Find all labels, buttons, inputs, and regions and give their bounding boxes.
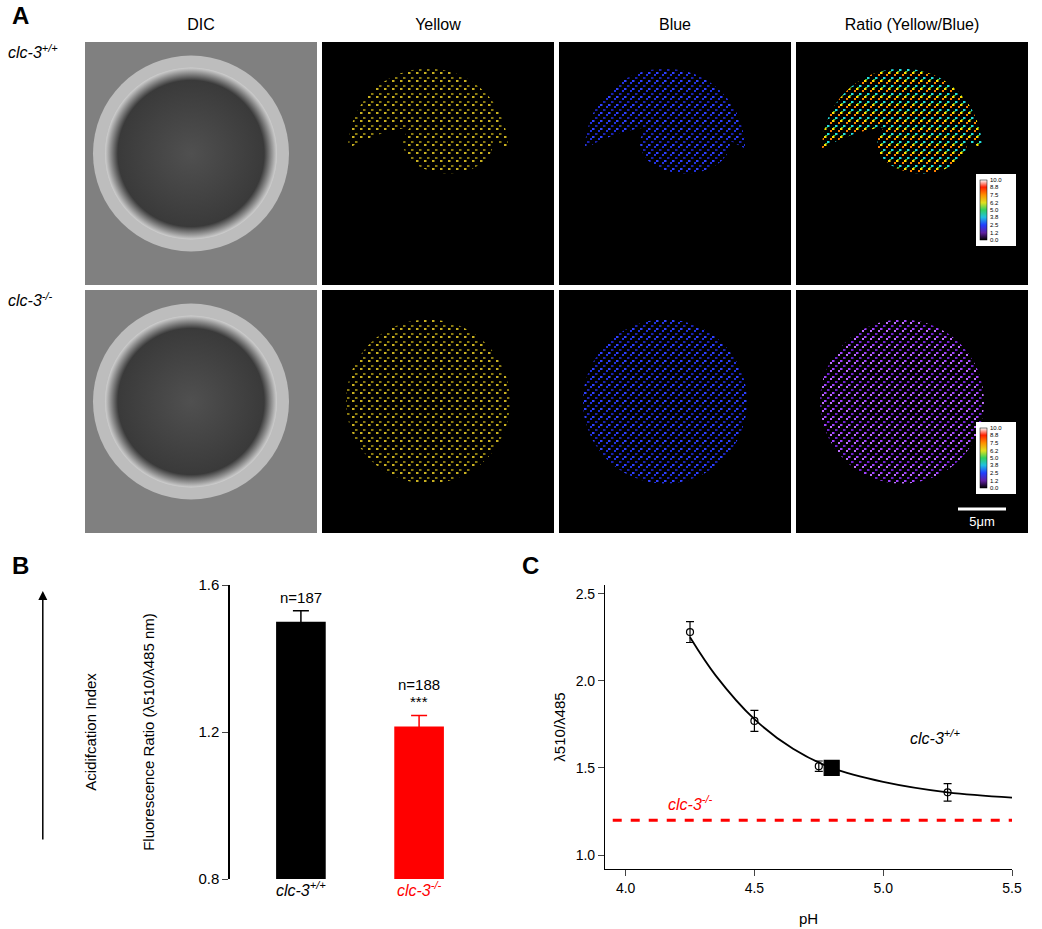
- svg-text:clc-3​-/-​: clc-3​-/-​: [668, 793, 713, 813]
- svg-text:1.0: 1.0: [576, 847, 596, 863]
- svg-text:3.8: 3.8: [990, 462, 999, 468]
- svg-text:Fluorescence Ratio (λ510/λ485: Fluorescence Ratio (λ510/λ485 nm): [140, 613, 157, 851]
- html-text:B: B: [12, 552, 30, 579]
- svg-text:0.0: 0.0: [990, 485, 999, 491]
- svg-text:clc-3​+/+​: clc-3​+/+​: [910, 727, 960, 747]
- svg-text:1.5: 1.5: [576, 760, 596, 776]
- svg-text:pH: pH: [799, 910, 818, 927]
- svg-text:7.5: 7.5: [990, 440, 999, 446]
- svg-text:10.0: 10.0: [990, 425, 1002, 431]
- svg-text:clc-3​+/+​: clc-3​+/+​: [276, 879, 326, 899]
- svg-text:5μm: 5μm: [969, 514, 995, 529]
- svg-text:DIC: DIC: [187, 16, 215, 33]
- svg-text:2.0: 2.0: [576, 673, 596, 689]
- svg-text:1.2: 1.2: [198, 723, 219, 740]
- svg-text:Ratio (Yellow/Blue): Ratio (Yellow/Blue): [845, 16, 980, 33]
- svg-text:0.0: 0.0: [990, 237, 999, 243]
- svg-text:2.5: 2.5: [576, 586, 596, 602]
- svg-text:λ510/λ485: λ510/λ485: [551, 692, 568, 761]
- svg-text:1.6: 1.6: [198, 576, 219, 593]
- svg-text:6.2: 6.2: [990, 200, 999, 206]
- svg-text:6.2: 6.2: [990, 448, 999, 454]
- svg-text:***: ***: [410, 693, 428, 710]
- svg-text:n=187: n=187: [280, 589, 322, 606]
- svg-text:8.8: 8.8: [990, 432, 999, 438]
- svg-text:4.5: 4.5: [745, 880, 765, 896]
- svg-text:Yellow: Yellow: [415, 16, 461, 33]
- svg-text:2.5: 2.5: [990, 470, 999, 476]
- svg-text:3.8: 3.8: [990, 214, 999, 220]
- svg-text:5.0: 5.0: [990, 455, 999, 461]
- svg-text:5.0: 5.0: [873, 880, 893, 896]
- svg-text:clc-3​-/-​: clc-3​-/-​: [397, 879, 442, 899]
- svg-text:clc-3-/-: clc-3-/-: [8, 290, 53, 309]
- html-text:A: A: [12, 2, 30, 29]
- svg-text:8.8: 8.8: [990, 184, 999, 190]
- html-text:C: C: [522, 552, 540, 579]
- svg-text:7.5: 7.5: [990, 192, 999, 198]
- svg-text:clc-3+/+: clc-3+/+: [8, 42, 58, 61]
- svg-text:Acidifcation Index: Acidifcation Index: [82, 673, 99, 791]
- svg-text:10.0: 10.0: [990, 177, 1002, 183]
- svg-text:5.5: 5.5: [1002, 880, 1022, 896]
- svg-text:Blue: Blue: [659, 16, 691, 33]
- svg-text:n=188: n=188: [398, 676, 440, 693]
- svg-text:1.2: 1.2: [990, 230, 999, 236]
- svg-text:5.0: 5.0: [990, 207, 999, 213]
- svg-text:2.5: 2.5: [990, 222, 999, 228]
- svg-text:1.2: 1.2: [990, 478, 999, 484]
- svg-text:4.0: 4.0: [616, 880, 636, 896]
- svg-text:0.8: 0.8: [198, 870, 219, 887]
